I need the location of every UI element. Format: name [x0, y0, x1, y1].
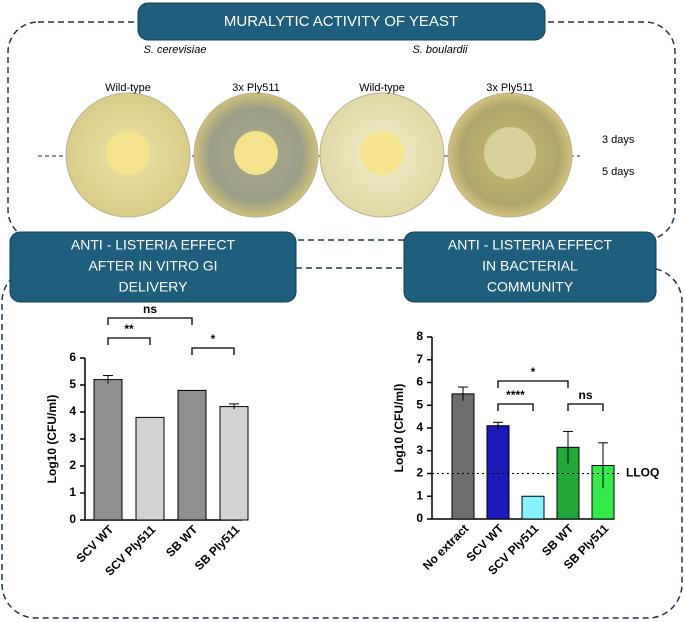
colony: [484, 127, 536, 179]
significance-label: *: [211, 332, 216, 346]
plate-label: Wild-type: [105, 82, 151, 94]
y-axis-label: Log10 (CFU/ml): [392, 384, 406, 473]
panel-title: DELIVERY: [119, 279, 189, 295]
bar: [219, 406, 249, 521]
panel-title-box: [403, 231, 657, 303]
significance-bracket: [191, 347, 235, 355]
x-tick-label: SB WT: [163, 522, 201, 560]
y-tick-label: 7: [416, 352, 423, 366]
y-tick-label: 3: [69, 431, 76, 445]
panel-title: ANTI - LISTERIA EFFECT: [71, 237, 236, 253]
species-label: S. boulardii: [412, 44, 468, 56]
y-tick-label: 5: [69, 377, 76, 391]
y-tick-label: 0: [69, 512, 76, 526]
panel-border: [1, 267, 683, 619]
title: MURALYTIC ACTIVITY OF YEAST: [224, 13, 458, 30]
y-tick-label: 2: [69, 458, 76, 472]
y-tick-label: 4: [69, 404, 76, 418]
y-tick-label: 0: [416, 511, 423, 525]
significance-label: ns: [143, 302, 157, 316]
bar: [177, 389, 207, 521]
bar: [486, 425, 510, 520]
colony: [360, 131, 404, 175]
plate-label: Wild-type: [359, 82, 405, 94]
significance-bracket: [567, 403, 604, 411]
y-tick-label: 5: [416, 397, 423, 411]
reference-label: LLOQ: [626, 466, 659, 480]
panel-title-box: [9, 231, 297, 303]
colony: [234, 131, 278, 175]
bar: [93, 379, 123, 521]
y-tick-label: 6: [416, 375, 423, 389]
time-label: 3 days: [602, 134, 635, 146]
panel-title: IN BACTERIAL: [482, 258, 578, 274]
x-tick-label: SB Ply511: [192, 522, 243, 573]
panel-title: ANTI - LISTERIA EFFECT: [448, 237, 613, 253]
time-label: 5 days: [602, 166, 635, 178]
y-tick-label: 6: [69, 350, 76, 364]
y-tick-label: 8: [416, 329, 423, 343]
panel-title: COMMUNITY: [487, 279, 574, 295]
significance-bracket: [107, 337, 151, 345]
significance-bracket: [497, 380, 569, 388]
plate-label: 3x Ply511: [232, 82, 280, 94]
significance-label: *: [531, 365, 536, 379]
x-tick-label: SCV WT: [73, 522, 116, 565]
significance-bracket: [497, 403, 534, 411]
bar: [451, 393, 475, 520]
significance-label: ns: [578, 388, 592, 402]
bar: [135, 416, 165, 521]
bar: [521, 495, 545, 520]
colony: [106, 131, 150, 175]
species-label: S. cerevisiae: [144, 44, 207, 56]
significance-label: **: [124, 322, 134, 336]
y-tick-label: 1: [69, 485, 76, 499]
y-tick-label: 2: [416, 466, 423, 480]
significance-label: ****: [506, 388, 525, 402]
panel-title: AFTER IN VITRO GI: [88, 258, 217, 274]
plate-label: 3x Ply511: [486, 82, 534, 94]
y-axis-label: Log10 (CFU/ml): [45, 395, 59, 484]
title-box: [137, 2, 546, 41]
significance-bracket: [107, 317, 193, 325]
x-tick-label: No extract: [420, 521, 471, 572]
y-tick-label: 4: [416, 420, 423, 434]
y-tick-label: 3: [416, 443, 423, 457]
y-tick-label: 1: [416, 488, 423, 502]
